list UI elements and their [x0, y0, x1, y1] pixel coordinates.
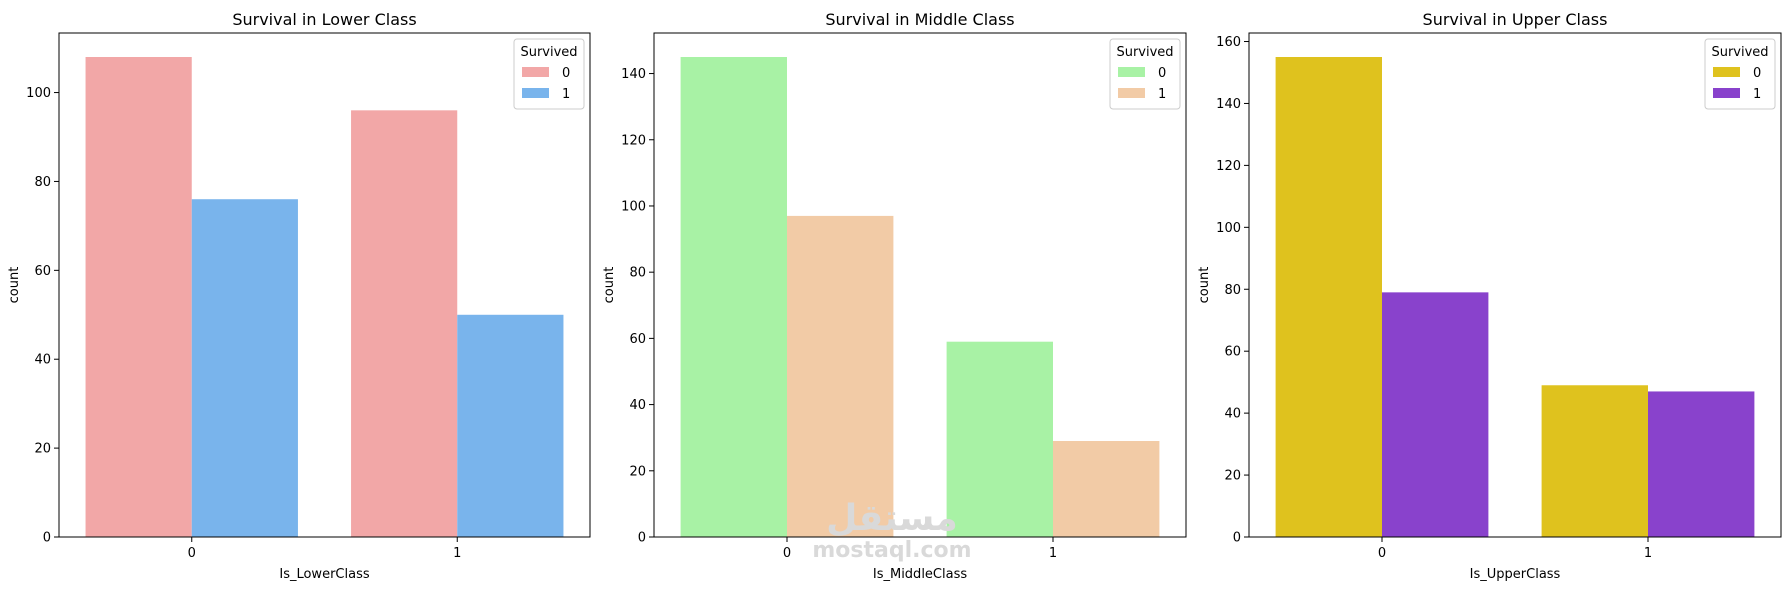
y-tick-label: 0: [638, 531, 646, 546]
legend-title: Survived: [1711, 45, 1768, 60]
y-tick-label: 60: [629, 332, 646, 347]
y-tick-label: 160: [1216, 35, 1241, 50]
x-tick-label: 0: [1378, 546, 1386, 561]
plot-frame: [58, 32, 591, 538]
legend-label-0: 0: [1158, 66, 1166, 81]
y-tick-label: 20: [34, 442, 51, 457]
x-tick-label: 1: [453, 546, 461, 561]
bar-1-survived-1: [1648, 391, 1755, 537]
chart-panel-3: 0 20 40 60 80 100 120 140 160 0 1 Survival in Upper…: [1197, 10, 1782, 582]
y-axis-label: count: [7, 267, 22, 304]
legend-swatch-1: [1713, 88, 1740, 98]
bar-1-survived-0: [351, 110, 458, 537]
plot-frame: [1248, 32, 1782, 538]
legend-swatch-1: [522, 88, 549, 98]
x-axis-label: Is_LowerClass: [279, 567, 369, 582]
bar-1-survived-1: [457, 314, 564, 537]
x-tick-label: 0: [783, 546, 791, 561]
x-tick-label: 1: [1644, 546, 1652, 561]
bar-0-survived-1: [1382, 292, 1489, 537]
y-tick-label: 120: [621, 133, 646, 148]
y-tick-label: 0: [43, 531, 51, 546]
legend-swatch-1: [1118, 88, 1145, 98]
bar-0-survived-0: [85, 57, 192, 537]
bar-0-survived-1: [191, 199, 298, 537]
legend-label-1: 1: [562, 87, 570, 102]
y-tick-label: 20: [629, 464, 646, 479]
y-tick-label: 80: [629, 266, 646, 281]
y-tick-label: 80: [1224, 283, 1241, 298]
legend-label-0: 0: [1753, 66, 1761, 81]
bar-0-survived-0: [1275, 57, 1382, 537]
bar-0-survived-1: [787, 215, 894, 537]
y-tick-label: 100: [26, 86, 51, 101]
y-tick-label: 140: [1216, 97, 1241, 112]
legend-label-1: 1: [1158, 87, 1166, 102]
x-axis-label: Is_MiddleClass: [873, 567, 967, 582]
legend-title: Survived: [520, 45, 577, 60]
chart-panel-1: 0 20 40 60 80 100 0 1 Survival in Lower Class Is_…: [7, 10, 591, 582]
legend-label-1: 1: [1753, 87, 1761, 102]
y-tick-label: 40: [34, 353, 51, 368]
y-tick-label: 20: [1224, 469, 1241, 484]
chart-title: Survival in Upper Class: [1423, 10, 1608, 29]
legend: Survived 0 1: [1704, 38, 1776, 110]
bar-1-survived-1: [1053, 441, 1160, 537]
chart-title: Survival in Lower Class: [232, 10, 416, 29]
y-axis-label: count: [1197, 267, 1212, 304]
legend-title: Survived: [1116, 45, 1173, 60]
legend-label-0: 0: [562, 66, 570, 81]
bar-1-survived-0: [946, 341, 1053, 537]
legend: Survived 0 1: [1109, 38, 1181, 110]
x-tick-label: 0: [188, 546, 196, 561]
legend-swatch-0: [1118, 67, 1145, 77]
y-tick-label: 60: [34, 264, 51, 279]
y-tick-label: 40: [629, 398, 646, 413]
y-tick-label: 60: [1224, 345, 1241, 360]
y-tick-label: 0: [1233, 531, 1241, 546]
y-tick-label: 140: [621, 67, 646, 82]
legend-swatch-0: [522, 67, 549, 77]
y-tick-label: 80: [34, 175, 51, 190]
y-tick-label: 40: [1224, 407, 1241, 422]
x-axis-label: Is_UpperClass: [1470, 567, 1561, 582]
legend-swatch-0: [1713, 67, 1740, 77]
y-axis-label: count: [602, 267, 617, 304]
y-tick-label: 100: [1216, 221, 1241, 236]
chart-title: Survival in Middle Class: [825, 10, 1014, 29]
bar-1-survived-0: [1541, 385, 1648, 537]
y-tick-label: 100: [621, 199, 646, 214]
x-tick-label: 1: [1049, 546, 1057, 561]
chart-panel-2: 0 20 40 60 80 100 120 140 0 1 Survival in Middle C…: [602, 10, 1187, 582]
bar-0-survived-0: [680, 57, 787, 537]
y-tick-label: 120: [1216, 159, 1241, 174]
legend: Survived 0 1: [513, 38, 585, 110]
plot-frame: [653, 32, 1187, 538]
